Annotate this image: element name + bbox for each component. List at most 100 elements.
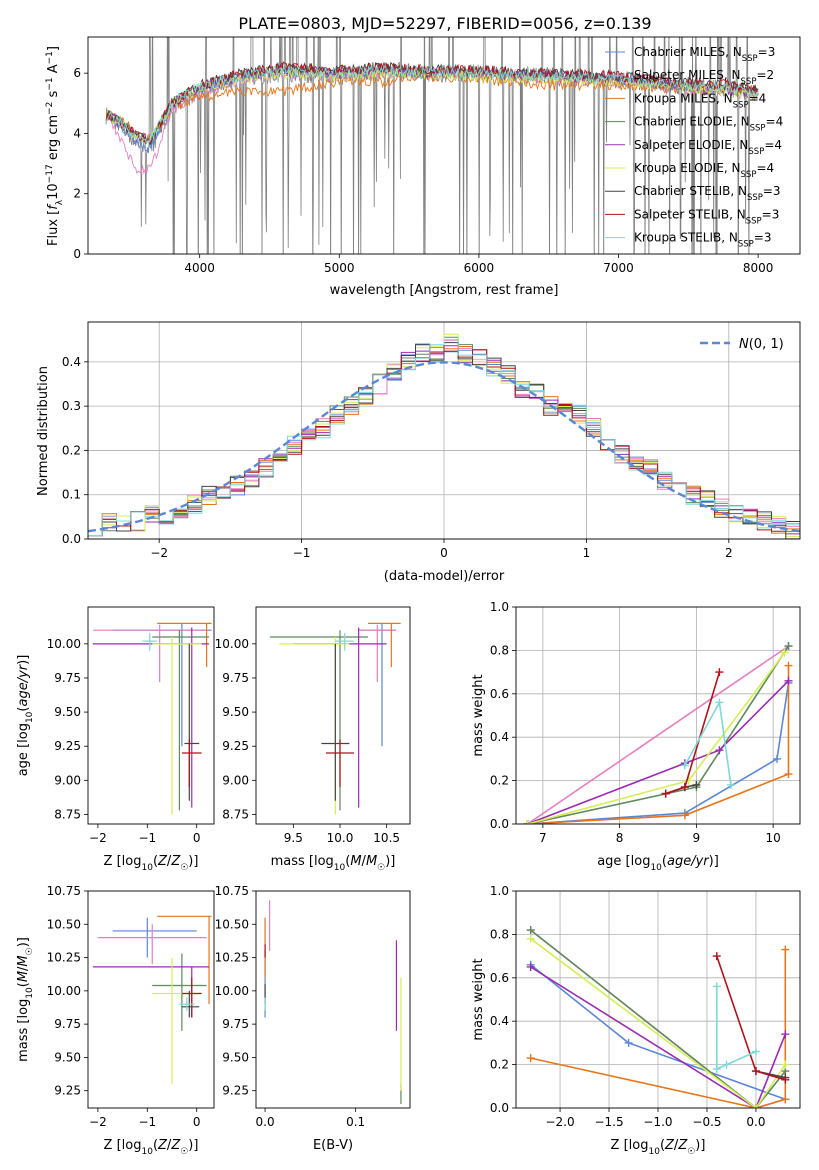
label-part: Z [log <box>104 1138 142 1153</box>
label-part: 10 <box>650 863 662 873</box>
x-axis-label: (data-model)/error <box>384 569 505 584</box>
x-tick-label: 8000 <box>743 261 774 275</box>
x-tick-label: 8 <box>616 831 624 845</box>
weight-line-kroupa-miles <box>527 665 790 824</box>
label-part: ( <box>16 982 31 987</box>
label-part: ( <box>16 707 31 712</box>
y-tick-label: 6 <box>73 66 81 80</box>
x-tick-label: −1 <box>138 1115 156 1129</box>
y-tick-label: 9.00 <box>54 773 81 787</box>
x-axis-label: E(B-V) <box>313 1138 353 1153</box>
weight-line-salpeter-miles <box>527 645 789 824</box>
label-part: )] <box>16 937 31 947</box>
x-tick-label: 6000 <box>464 261 495 275</box>
y-tick-label: 1.0 <box>490 600 509 614</box>
weight-line-kroupa-elodie-marker <box>523 820 532 824</box>
y-tick-label: 0.4 <box>490 1014 509 1028</box>
label-part: 10 <box>25 711 35 723</box>
weight-line-kroupa-elodie-marker <box>780 648 789 657</box>
y-tick-label: 0.0 <box>490 1101 509 1115</box>
panel-age_vs_mass: 9.5 10.0 10.5 8.75 9.00 9.25 9.50 9.75 10.00 <box>215 606 411 845</box>
y-tick-label: 0.6 <box>490 971 509 985</box>
weight-line-kroupa-miles-marker <box>784 661 793 670</box>
x-tick-label: 1 <box>583 546 591 560</box>
legend-entry-name: Chabrier STELIB, N <box>634 184 747 198</box>
label-part: Normed distribution <box>36 366 51 496</box>
y-tick-label: 10.75 <box>47 884 81 898</box>
label-part: M <box>350 854 361 869</box>
x-tick-label: 0.0 <box>746 1115 765 1129</box>
label-part: −17 <box>45 164 55 183</box>
axes-frame <box>515 890 801 1109</box>
y-tick-label: 10.00 <box>47 637 81 651</box>
legend-entry-sub: SSP <box>748 147 764 157</box>
label-part: 10 <box>141 1147 153 1157</box>
y-axis-label: Flux [fλ10−17 erg cm−2 s−1 A−1] <box>45 46 65 246</box>
legend-entry: Salpeter STELIB, NSSP=3 <box>634 207 779 226</box>
y-tick-label: 10.00 <box>215 984 249 998</box>
weight-line-salpeter-elodie-marker <box>784 676 793 685</box>
y-tick-label: 10.00 <box>47 984 81 998</box>
label-part: 10 <box>141 863 153 873</box>
y-tick-label: 1.0 <box>490 884 509 898</box>
y-tick-label: 2 <box>73 187 81 201</box>
label-part: (data-model)/error <box>384 569 505 584</box>
errorbar-plot-area <box>270 622 401 815</box>
weight-line-chabrier-elodie-marker <box>526 926 535 935</box>
legend-entry-name: N <box>739 337 749 352</box>
weight-line-kroupa-elodie-marker <box>526 934 535 943</box>
histogram-kroupa-stelib <box>88 339 800 536</box>
weight-line-salpeter-stelib-marker <box>715 668 724 677</box>
weight-line-kroupa-stelib <box>716 986 757 1071</box>
legend-entry: Chabrier ELODIE, NSSP=4 <box>634 115 783 134</box>
weight-line-kroupa-stelib-marker <box>751 1047 760 1056</box>
label-part: / <box>362 854 367 869</box>
normal-distribution-curve <box>88 361 800 533</box>
weight-line-kroupa-miles-marker <box>526 1054 535 1063</box>
y-tick-label: 9.25 <box>222 739 249 753</box>
x-tick-label: −1 <box>138 831 156 845</box>
weight-line-salpeter-stelib-marker <box>680 783 689 792</box>
label-part: mass [log <box>271 854 334 869</box>
label-part: s <box>46 90 61 101</box>
label-part: ( <box>660 1138 665 1153</box>
legend-entry-value: =3 <box>763 184 781 198</box>
label-part: Z [log <box>611 1138 649 1153</box>
label-part: )] <box>16 655 31 665</box>
y-tick-label: 10.50 <box>215 917 249 931</box>
label-part: )] <box>385 854 395 869</box>
label-part: age [log <box>597 854 650 869</box>
weight-line-kroupa-stelib-marker <box>712 1064 721 1073</box>
weight-line-salpeter-stelib-marker <box>712 952 721 961</box>
weight-line-kroupa-miles-marker <box>784 770 793 779</box>
legend-entry: Chabrier MILES, NSSP=3 <box>634 45 775 64</box>
x-tick-label: 0 <box>440 546 448 560</box>
label-part: ☉ <box>180 1147 188 1157</box>
x-tick-label: 0 <box>193 1115 201 1129</box>
y-tick-label: 9.25 <box>54 1084 81 1098</box>
legend-entry-value: (0, 1) <box>749 337 784 352</box>
y-tick-label: 0.4 <box>490 730 509 744</box>
panel-weight_vs_age: 7 8 9 10 0.0 0.2 0.4 0.6 0.8 1.0 <box>490 600 801 845</box>
label-part: −1 <box>45 51 55 64</box>
x-tick-label: −2.0 <box>545 1115 574 1129</box>
label-part: Z <box>170 1138 181 1153</box>
y-tick-label: 9.50 <box>222 1050 249 1064</box>
x-tick-label: 2 <box>725 546 733 560</box>
label-part: erg cm <box>46 115 61 164</box>
label-part: )] <box>709 854 719 869</box>
label-part: Flux [ <box>46 210 61 246</box>
legend-entry-name: Salpeter ELODIE, N <box>634 138 748 152</box>
legend-entry-name: Salpeter STELIB, N <box>634 207 746 221</box>
label-part: M <box>16 955 31 966</box>
axes-frame <box>255 890 411 1109</box>
x-axis-label: Z [log10(Z/Z☉)] <box>611 1138 706 1157</box>
label-part: )] <box>695 1138 705 1153</box>
label-part: )] <box>188 1138 198 1153</box>
label-part: f <box>46 203 61 210</box>
x-tick-label: −1.5 <box>594 1115 623 1129</box>
panel-age_vs_Z: −2 −1 0 8.75 9.00 9.25 9.50 9.75 10.00 <box>47 606 215 845</box>
panel-spectrum: 4000 5000 6000 7000 8000 0 2 4 6 Chabrier MILES, … <box>73 36 801 275</box>
weight-line-kroupa-stelib-marker <box>722 1060 731 1069</box>
x-tick-label: 9.5 <box>284 831 303 845</box>
